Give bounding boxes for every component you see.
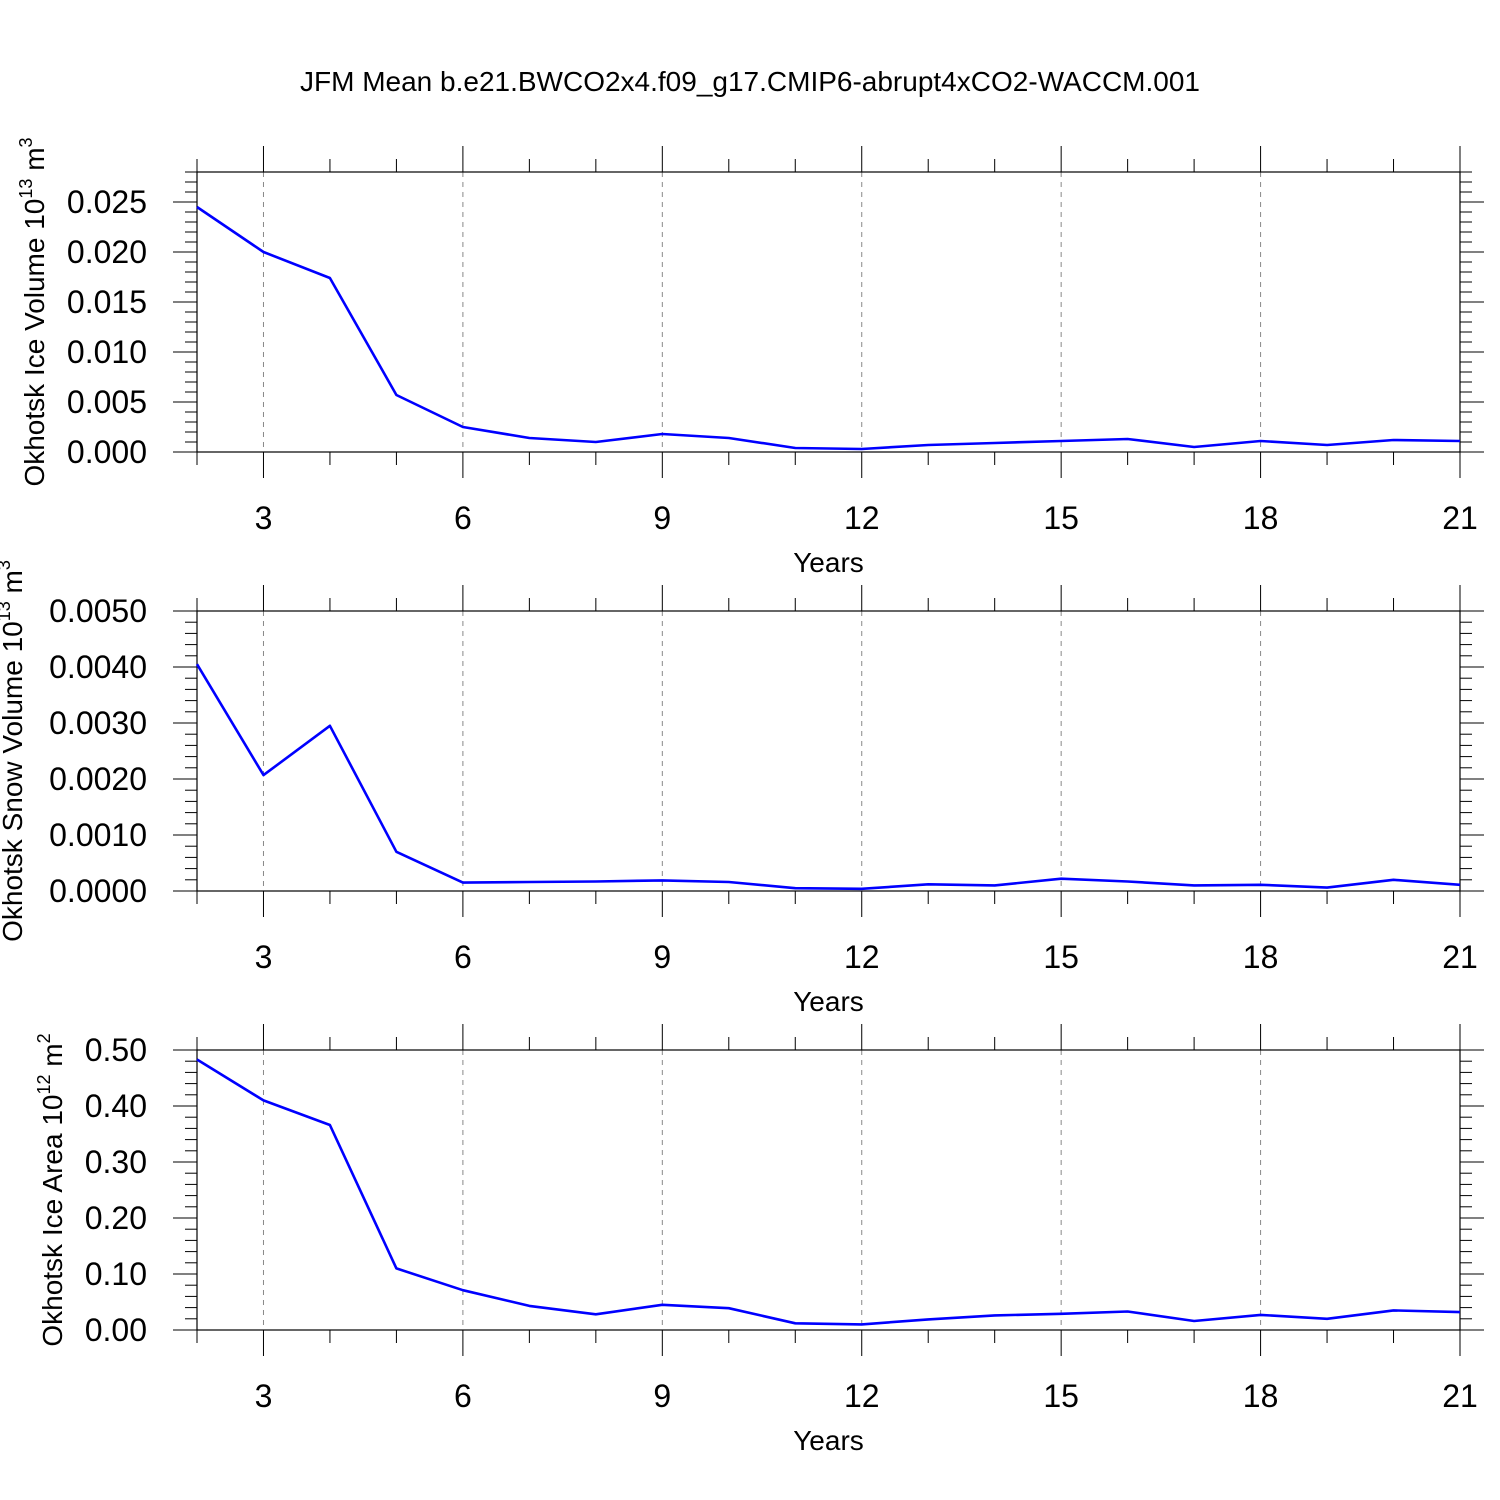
x-tick-label: 21 xyxy=(1442,939,1478,975)
y-tick-label: 0.00 xyxy=(85,1312,147,1348)
y-tick-label: 0.0020 xyxy=(49,761,147,797)
y-axis-label: Okhotsk Ice Volume 1013 m3 xyxy=(16,137,50,486)
x-tick-label: 3 xyxy=(255,1378,273,1414)
chart-panel-3: 0.00 0.10 0.20 0.30 0.40 0.50 3 6 9 12 15 18 21 Years… xyxy=(34,1024,1484,1456)
plot-frame xyxy=(196,171,1461,453)
y-tick-label: 0.0030 xyxy=(49,705,147,741)
y-unit-suffix-exponent: 2 xyxy=(34,1033,54,1043)
y-unit-exponent: 13 xyxy=(16,179,36,199)
y-tick-label: 0.025 xyxy=(67,184,147,220)
y-tick-label: 0.30 xyxy=(85,1144,147,1180)
y-unit-exponent: 13 xyxy=(0,601,14,621)
x-tick-label: 15 xyxy=(1043,500,1079,536)
y-axis-label: Okhotsk Ice Area 1012 m2 xyxy=(34,1033,68,1346)
y-tick-label: 0.0050 xyxy=(49,593,147,629)
x-tick-label: 3 xyxy=(255,939,273,975)
y-axis-label: Okhotsk Snow Volume 1013 m3 xyxy=(0,560,28,942)
y-unit-suffix-exponent: 3 xyxy=(16,137,36,147)
x-tick-label: 15 xyxy=(1043,1378,1079,1414)
x-tick-label: 9 xyxy=(653,1378,671,1414)
y-label-text: Okhotsk Ice Volume 10 xyxy=(19,199,50,487)
x-axis-label: Years xyxy=(793,986,864,1017)
y-tick-label: 0.000 xyxy=(67,434,147,470)
x-tick-label: 12 xyxy=(844,939,880,975)
series-line xyxy=(196,1058,1461,1326)
plot-frame xyxy=(196,1049,1461,1331)
y-tick-label: 0.015 xyxy=(67,284,147,320)
y-tick-label: 0.0010 xyxy=(49,817,147,853)
plot-frame xyxy=(196,610,1461,892)
y-label-text: Okhotsk Ice Area 10 xyxy=(37,1095,68,1347)
y-tick-label: 0.10 xyxy=(85,1256,147,1292)
x-tick-label: 18 xyxy=(1243,939,1279,975)
y-unit-suffix: m xyxy=(19,147,50,178)
y-unit-exponent: 12 xyxy=(34,1074,54,1094)
y-unit-suffix: m xyxy=(37,1043,68,1074)
x-tick-label: 6 xyxy=(454,500,472,536)
y-tick-label: 0.010 xyxy=(67,334,147,370)
series-line xyxy=(196,205,1461,451)
x-tick-label: 12 xyxy=(844,500,880,536)
x-tick-label: 18 xyxy=(1243,1378,1279,1414)
x-tick-label: 6 xyxy=(454,1378,472,1414)
chart-panel-1: 0.000 0.005 0.010 0.015 0.020 0.025 3 6 9 12 15 18 2… xyxy=(16,137,1484,578)
x-axis-label: Years xyxy=(793,1425,864,1456)
x-tick-label: 12 xyxy=(844,1378,880,1414)
y-tick-label: 0.20 xyxy=(85,1200,147,1236)
y-label-text: Okhotsk Snow Volume 10 xyxy=(0,621,28,942)
x-tick-label: 6 xyxy=(454,939,472,975)
x-axis-label: Years xyxy=(793,547,864,578)
x-tick-label: 9 xyxy=(653,939,671,975)
x-tick-label: 21 xyxy=(1442,500,1478,536)
y-unit-suffix-exponent: 3 xyxy=(0,560,14,570)
chart-panel-2: 0.0000 0.0010 0.0020 0.0030 0.0040 0.0050 3 6 9 1… xyxy=(0,560,1484,1017)
y-unit-suffix: m xyxy=(0,570,28,601)
y-tick-label: 0.005 xyxy=(67,384,147,420)
y-tick-label: 0.0040 xyxy=(49,649,147,685)
x-tick-label: 18 xyxy=(1243,500,1279,536)
y-tick-label: 0.020 xyxy=(67,234,147,270)
x-tick-label: 9 xyxy=(653,500,671,536)
x-tick-label: 15 xyxy=(1043,939,1079,975)
page-title: JFM Mean b.e21.BWCO2x4.f09_g17.CMIP6-abr… xyxy=(300,66,1200,97)
y-tick-label: 0.50 xyxy=(85,1032,147,1068)
x-tick-label: 3 xyxy=(255,500,273,536)
y-tick-label: 0.0000 xyxy=(49,873,147,909)
series-line xyxy=(195,663,1461,891)
y-tick-label: 0.40 xyxy=(85,1088,147,1124)
x-tick-label: 21 xyxy=(1442,1378,1478,1414)
